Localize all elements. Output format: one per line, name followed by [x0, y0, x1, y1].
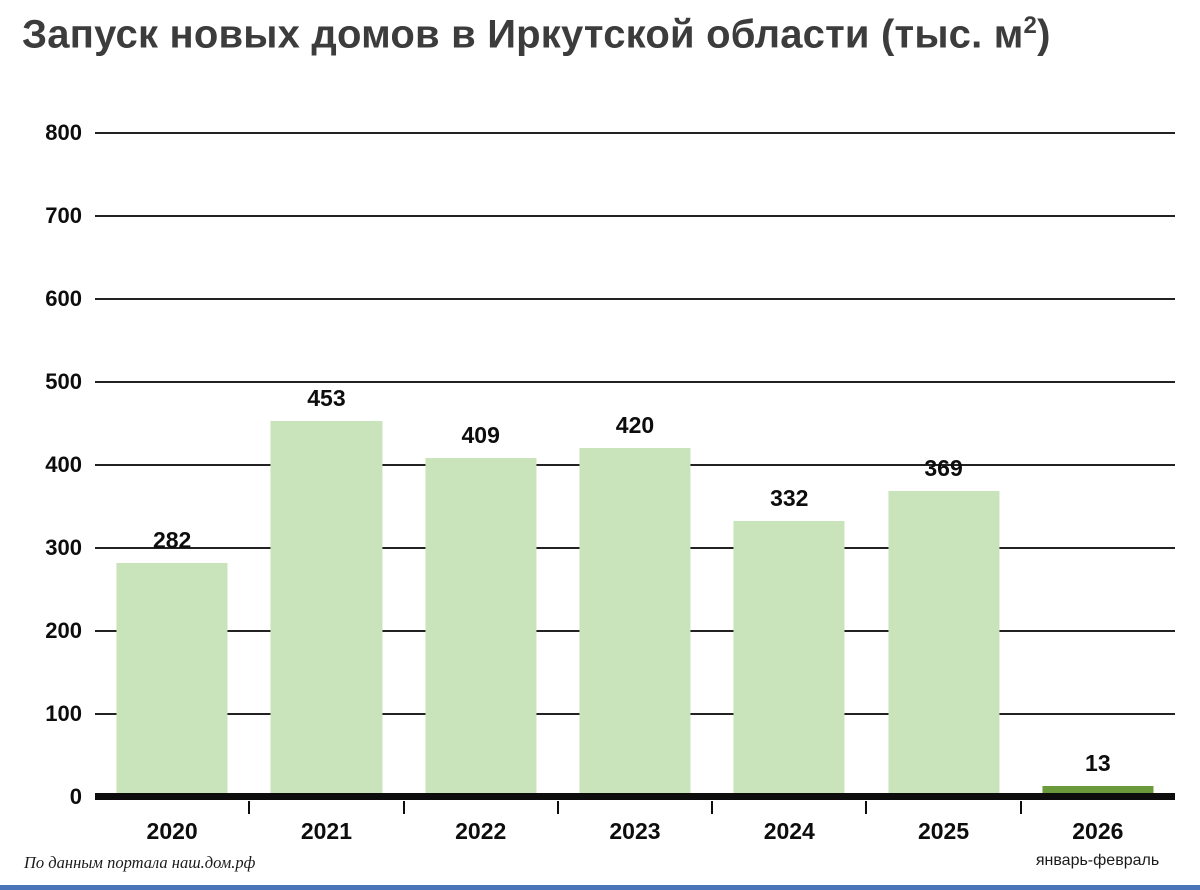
bottom-border-line: [0, 885, 1200, 890]
plot-area: 282 453 409 420 332 369 13: [95, 132, 1175, 814]
y-axis-label: 300: [45, 535, 82, 560]
axis-tick: [402, 801, 405, 814]
y-axis-label: 0: [69, 784, 82, 809]
x-axis-label: 2022: [455, 818, 507, 844]
bar-2025: [888, 490, 1000, 797]
bar-value-label: 453: [307, 385, 346, 412]
axis-tick: [1019, 801, 1022, 814]
bar-value-label: 409: [461, 421, 500, 448]
bar-2026: [1042, 786, 1154, 797]
gridline: [95, 298, 1175, 300]
bar-column: 369: [866, 133, 1020, 797]
bar-2023: [579, 448, 691, 797]
x-axis-label: 2023: [609, 818, 661, 844]
bar-column: 332: [712, 133, 866, 797]
chart-title-suffix: ): [1037, 12, 1051, 57]
bar-column: 282: [95, 133, 249, 797]
x-axis-label: 2020: [146, 818, 198, 844]
bar-value-label: 332: [770, 485, 809, 512]
gridline: [95, 132, 1175, 134]
y-axis-label: 800: [45, 120, 82, 145]
bar-2020: [116, 562, 228, 797]
y-axis-labels: 0 100 200 300 400 500 600 700 800: [0, 122, 82, 808]
bar-value-label: 369: [924, 454, 963, 481]
y-axis-label: 500: [45, 369, 82, 394]
axis-tick: [711, 801, 714, 814]
bar-column: 13: [1021, 133, 1175, 797]
x-axis-line: [95, 793, 1175, 800]
bar-column: 453: [249, 133, 403, 797]
bar-column: 409: [404, 133, 558, 797]
y-axis-label: 700: [45, 203, 82, 228]
axis-tick: [865, 801, 868, 814]
x-axis-label: 2025: [917, 818, 970, 844]
bar-value-label: 420: [615, 412, 655, 439]
chart-title: Запуск новых домов в Иркутской области (…: [22, 12, 1051, 57]
bar-value-label: 282: [152, 526, 192, 553]
gridline: [95, 215, 1175, 217]
bar-2022: [425, 457, 537, 797]
x-axis-label: 2026: [1072, 818, 1124, 844]
x-axis-label: 2024: [763, 818, 815, 844]
y-axis-label: 100: [45, 701, 82, 726]
bar-2024: [733, 521, 845, 797]
axis-tick: [248, 801, 251, 814]
y-axis-label: 600: [45, 286, 82, 311]
bar-value-label: 13: [1085, 750, 1111, 777]
chart-title-superscript: 2: [1023, 12, 1038, 39]
x-axis-labels: 2020 2021 2022 2023 2024 2025 2026: [95, 818, 1175, 848]
gridline: [95, 381, 1175, 383]
y-axis-label: 400: [45, 452, 82, 477]
axis-tick: [556, 801, 559, 814]
source-note: По данным портала наш.дом.рф: [24, 853, 256, 872]
bar-2021: [270, 421, 382, 797]
bar-column: 420: [558, 133, 712, 797]
period-note: январь-февраль: [1035, 852, 1160, 869]
x-axis-label: 2021: [300, 818, 352, 844]
chart-title-text: Запуск новых домов в Иркутской области (…: [22, 12, 1024, 57]
y-axis-label: 200: [45, 618, 82, 643]
